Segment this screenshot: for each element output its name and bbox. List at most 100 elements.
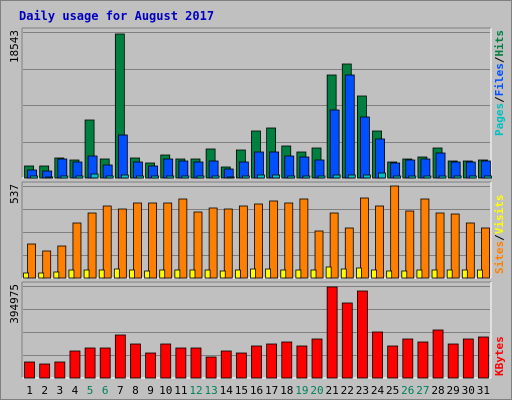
panel-top: 18543 [8, 27, 492, 179]
bar-sites-14 [223, 208, 233, 279]
bar-files-28 [435, 152, 446, 179]
x-tick-label-21: 21 [326, 384, 339, 397]
bar-kbytes-25 [387, 345, 399, 379]
bar-pages-22 [347, 174, 356, 179]
bar-kbytes-30 [462, 338, 474, 379]
bar-pages-6 [105, 175, 114, 179]
bar-visits-25 [386, 270, 393, 279]
legend-item-kbytes: KBytes [493, 336, 506, 376]
bar-sites-1 [27, 243, 36, 279]
bar-visits-19 [295, 269, 302, 279]
x-tick-label-27: 27 [416, 384, 429, 397]
bar-kbytes-7 [114, 334, 126, 379]
bar-sites-18 [284, 202, 294, 279]
bar-pages-26 [408, 175, 417, 179]
chart-title: Daily usage for August 2017 [19, 9, 214, 23]
x-tick-label-15: 15 [235, 384, 248, 397]
x-tick-label-17: 17 [265, 384, 278, 397]
bar-sites-12 [193, 211, 203, 279]
bar-visits-13 [204, 269, 211, 279]
bar-kbytes-31 [478, 336, 489, 379]
bar-kbytes-22 [341, 302, 353, 379]
bar-visits-27 [416, 269, 423, 279]
bar-sites-4 [72, 222, 82, 279]
bar-pages-7 [120, 174, 129, 179]
bar-pages-3 [60, 175, 69, 179]
bar-visits-14 [219, 270, 226, 279]
bar-visits-23 [356, 267, 362, 279]
bar-visits-2 [38, 272, 45, 279]
bar-files-26 [405, 159, 416, 179]
bar-kbytes-5 [84, 347, 96, 379]
bar-pages-14 [226, 176, 235, 179]
bar-sites-7 [117, 208, 127, 279]
bar-sites-16 [254, 203, 263, 279]
bar-visits-17 [265, 268, 272, 279]
bar-sites-29 [450, 213, 460, 279]
bar-files-7 [117, 134, 128, 179]
bar-kbytes-2 [39, 363, 51, 379]
bar-pages-4 [75, 175, 84, 179]
bar-kbytes-20 [311, 338, 323, 379]
bar-pages-1 [30, 175, 38, 179]
y-max-label-top: 18543 [8, 30, 21, 63]
bar-files-17 [269, 151, 280, 179]
bar-sites-30 [465, 222, 475, 279]
x-tick-label-18: 18 [280, 384, 293, 397]
bar-kbytes-16 [251, 345, 262, 379]
bar-pages-25 [393, 175, 402, 179]
bar-files-18 [284, 155, 295, 179]
bar-kbytes-1 [24, 361, 35, 379]
legend-item-files: Files [493, 63, 506, 96]
bar-sites-8 [133, 202, 142, 279]
x-tick-label-2: 2 [41, 384, 48, 397]
x-tick-label-16: 16 [250, 384, 263, 397]
bar-sites-25 [390, 185, 400, 279]
bar-kbytes-13 [205, 356, 217, 379]
bar-files-3 [57, 158, 68, 179]
bar-pages-11 [181, 175, 190, 179]
bar-sites-13 [208, 207, 218, 279]
x-tick-label-9: 9 [147, 384, 154, 397]
bar-pages-31 [484, 175, 492, 179]
bar-visits-26 [401, 270, 408, 279]
bar-sites-5 [87, 212, 97, 279]
bar-sites-28 [435, 212, 445, 279]
bar-kbytes-26 [402, 338, 414, 379]
bar-pages-10 [166, 175, 175, 179]
bar-kbytes-10 [160, 343, 172, 379]
x-tick-label-12: 12 [189, 384, 202, 397]
bar-kbytes-24 [372, 331, 383, 379]
bar-visits-5 [83, 269, 90, 279]
bar-visits-29 [446, 269, 453, 279]
bar-pages-23 [363, 174, 371, 179]
bar-visits-8 [129, 269, 135, 279]
x-tick-label-20: 20 [310, 384, 323, 397]
bar-sites-15 [238, 205, 248, 279]
x-tick-label-10: 10 [159, 384, 172, 397]
bar-kbytes-18 [281, 341, 293, 379]
bar-kbytes-17 [266, 343, 278, 379]
bar-files-31 [481, 160, 491, 179]
bar-sites-31 [481, 227, 490, 279]
bar-kbytes-27 [417, 341, 429, 379]
bar-visits-6 [98, 269, 105, 279]
legend-separator: / [493, 234, 506, 241]
bar-visits-18 [280, 269, 287, 279]
bar-kbytes-4 [69, 350, 81, 379]
bar-files-22 [344, 74, 355, 179]
bar-pages-27 [423, 175, 432, 179]
bar-files-20 [314, 159, 325, 179]
x-tick-label-30: 30 [462, 384, 475, 397]
bar-files-13 [208, 160, 219, 179]
bar-kbytes-19 [296, 345, 308, 379]
bar-visits-16 [250, 268, 256, 279]
bar-sites-22 [344, 227, 354, 279]
bar-kbytes-23 [357, 290, 368, 379]
bar-files-24 [375, 138, 385, 179]
legend-middle: Sites/Visits [493, 195, 506, 275]
bar-files-27 [420, 158, 431, 179]
x-tick-label-14: 14 [220, 384, 234, 397]
x-tick-label-23: 23 [356, 384, 369, 397]
